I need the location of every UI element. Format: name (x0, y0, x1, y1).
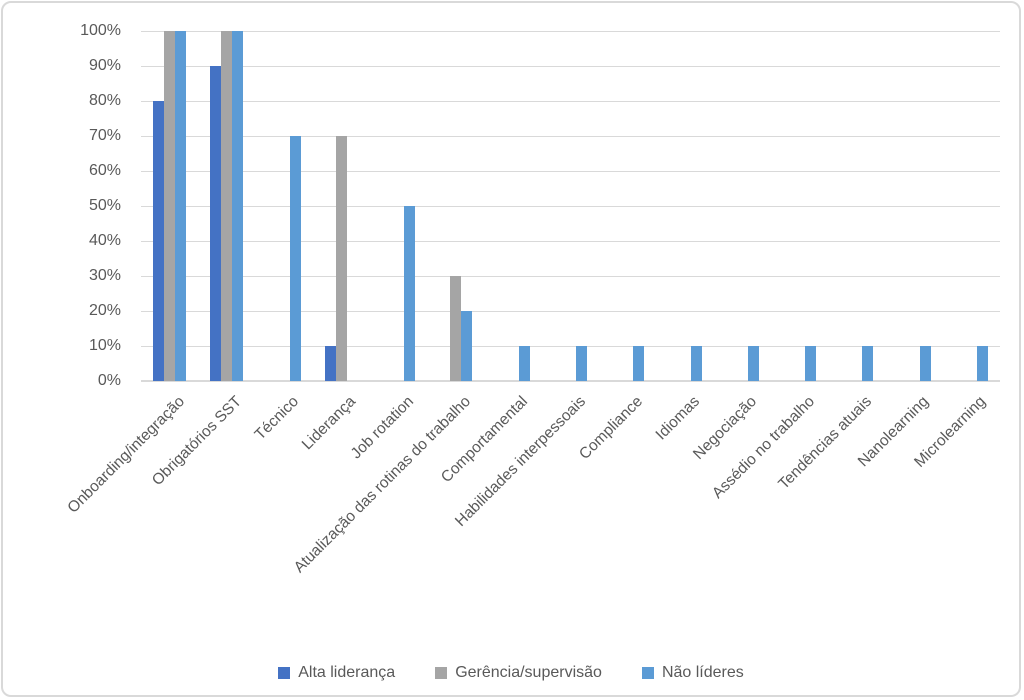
bar (805, 346, 817, 381)
bar (461, 311, 473, 381)
y-axis-tick-label: 10% (88, 337, 121, 354)
y-axis-tick-label: 90% (88, 57, 121, 74)
bar (976, 346, 988, 381)
bar (575, 346, 587, 381)
gridline (141, 311, 1000, 312)
legend-label: Gerência/supervisão (455, 664, 602, 681)
y-axis-tick-label: 100% (80, 22, 121, 39)
bar (289, 136, 301, 381)
gridline (141, 171, 1000, 172)
bar (862, 346, 874, 381)
gridline (141, 136, 1000, 137)
bar (690, 346, 702, 381)
bar (633, 346, 645, 381)
bar-group (141, 31, 198, 381)
gridline (141, 101, 1000, 102)
legend-item: Gerência/supervisão (435, 664, 602, 682)
bar (324, 346, 336, 381)
bar (175, 31, 187, 381)
bar (164, 31, 176, 381)
bar (404, 206, 416, 381)
gridline (141, 66, 1000, 67)
bar (518, 346, 530, 381)
bar-group (313, 31, 370, 381)
gridline (141, 346, 1000, 347)
legend-label: Alta liderança (298, 664, 396, 681)
bar (335, 136, 347, 381)
y-axis-tick-label: 50% (88, 197, 121, 214)
bar-group (771, 31, 828, 381)
legend-swatch-icon (435, 667, 448, 679)
bar-group (943, 31, 1000, 381)
bar-group (427, 31, 484, 381)
bar-group (256, 31, 313, 381)
y-axis-tick-label: 20% (88, 302, 121, 319)
y-axis-tick-label: 70% (88, 127, 121, 144)
legend-item: Alta liderança (278, 664, 395, 682)
bar-group (485, 31, 542, 381)
legend: Alta liderança Gerência/supervisão Não líd… (3, 664, 1019, 682)
legend-item: Não líderes (641, 664, 744, 682)
y-axis-tick-label: 40% (88, 232, 121, 249)
bar-group (828, 31, 885, 381)
gridline (141, 206, 1000, 207)
bar-group (714, 31, 771, 381)
gridline (141, 276, 1000, 277)
bar (919, 346, 931, 381)
bar (153, 101, 165, 381)
y-axis-tick-label: 80% (88, 92, 121, 109)
bar (232, 31, 244, 381)
bar (747, 346, 759, 381)
bar (450, 276, 462, 381)
y-axis-tick-label: 30% (88, 267, 121, 284)
y-axis-tick-label: 60% (88, 162, 121, 179)
y-axis-tick-label: 0% (97, 372, 121, 389)
bar-group (542, 31, 599, 381)
bar (221, 31, 233, 381)
x-axis-line (141, 380, 1000, 382)
legend-swatch-icon (641, 667, 654, 679)
bar-group (198, 31, 255, 381)
bar (210, 66, 222, 381)
bar-group (370, 31, 427, 381)
legend-swatch-icon (278, 667, 291, 679)
bar-group (599, 31, 656, 381)
bar-group (885, 31, 942, 381)
legend-label: Não líderes (661, 664, 744, 681)
gridline (141, 241, 1000, 242)
bar-group (656, 31, 713, 381)
gridline (141, 31, 1000, 32)
